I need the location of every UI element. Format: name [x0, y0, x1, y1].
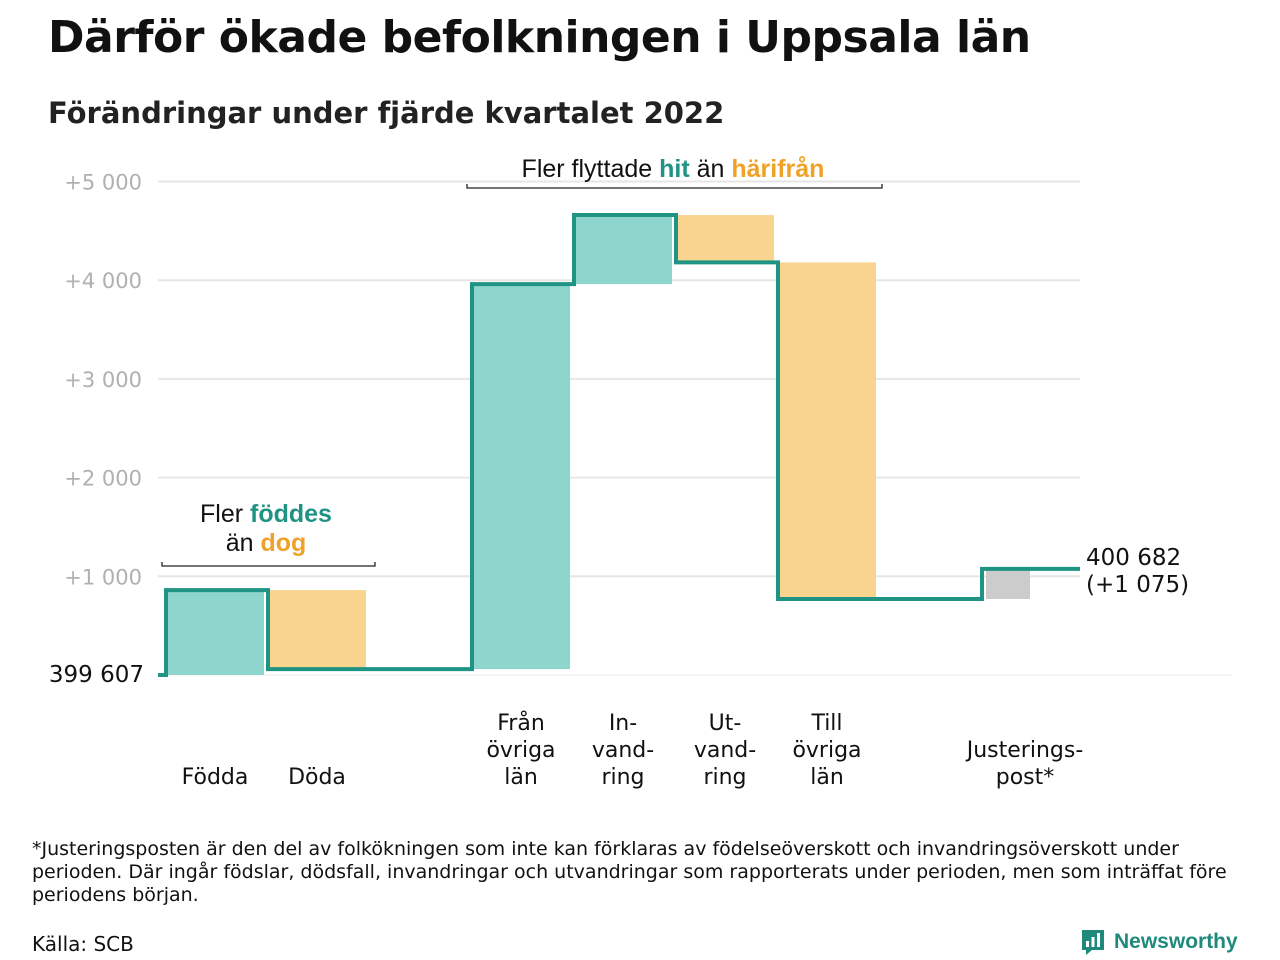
category-label: ring [601, 765, 644, 790]
y-tick-label: +5 000 [64, 171, 142, 195]
chart-subtitle: Förändringar under fjärde kvartalet 2022 [48, 96, 725, 130]
brand-name: Newsworthy [1114, 930, 1238, 953]
category-label: län [504, 765, 538, 790]
category-label: In- [609, 711, 637, 736]
annotation-migration: Fler flyttade hit än härifrån [522, 155, 825, 183]
category-label: vand- [592, 738, 654, 763]
newsworthy-logo-icon [1082, 930, 1104, 955]
end-change-label: (+1 075) [1086, 572, 1189, 598]
category-label: Ut- [709, 711, 742, 736]
category-label: post* [996, 765, 1055, 790]
waterfall-bar [268, 590, 366, 670]
category-label: Till [810, 711, 842, 736]
category-label: Döda [288, 765, 346, 790]
category-label: ring [703, 765, 746, 790]
category-label: län [810, 765, 844, 790]
y-tick-label: +3 000 [64, 368, 142, 392]
bracket-births [161, 562, 376, 567]
y-tick-label: +4 000 [64, 269, 142, 293]
waterfall-bar [986, 568, 1030, 600]
bracket-migration [466, 184, 883, 189]
category-label: övriga [792, 738, 861, 763]
running-total-line [158, 213, 1080, 677]
chart-title: Därför ökade befolkningen i Uppsala län [48, 12, 1031, 63]
source-label: Källa: SCB [32, 932, 134, 956]
y-tick-label: +1 000 [64, 565, 142, 589]
waterfall-bar [676, 215, 774, 263]
waterfall-bar [472, 284, 570, 670]
annotation-births: Fler föddes [200, 500, 332, 528]
category-label: övriga [486, 738, 555, 763]
waterfall-bar [574, 215, 672, 285]
waterfall-chart: +1 000 +2 000 +3 000 +4 000 +5 000 399 607 400… [49, 155, 1232, 790]
category-label: Födda [182, 765, 249, 790]
category-label: Justerings- [965, 738, 1084, 763]
category-label: vand- [694, 738, 756, 763]
y-tick-label: +2 000 [64, 467, 142, 491]
annotation-deaths: än dog [226, 529, 307, 557]
waterfall-bar [778, 262, 876, 600]
footnote: *Justeringsposten är den del av folkökni… [32, 838, 1227, 906]
category-label: Från [497, 710, 545, 736]
brand-logo[interactable]: Newsworthy [1080, 928, 1238, 956]
end-value-label: 400 682 [1086, 545, 1181, 571]
start-value-label: 399 607 [49, 662, 144, 688]
waterfall-bar [166, 590, 264, 675]
